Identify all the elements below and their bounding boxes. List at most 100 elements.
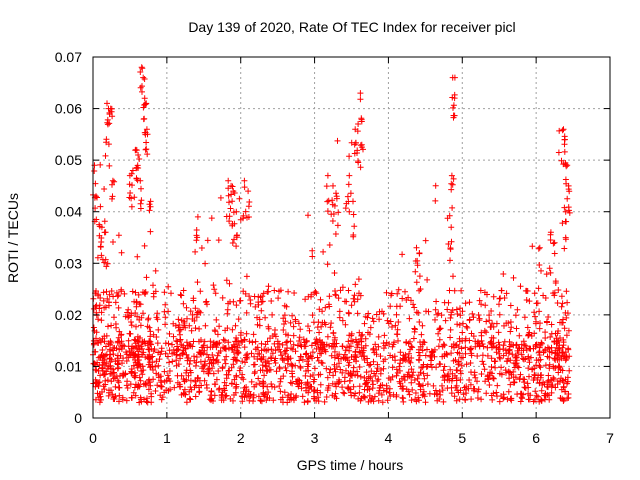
data-point [98, 252, 105, 259]
data-point [96, 232, 103, 239]
data-point [378, 367, 384, 373]
data-point [452, 384, 459, 391]
data-point [137, 377, 144, 384]
data-point [483, 318, 490, 325]
data-point [153, 314, 160, 321]
x-tick-label: 3 [311, 430, 319, 446]
data-point [345, 362, 352, 369]
data-point [547, 237, 554, 243]
data-point [305, 367, 312, 374]
data-point [135, 152, 142, 158]
data-point [383, 382, 390, 389]
data-point [100, 289, 107, 296]
data-point [302, 350, 309, 357]
data-point [488, 355, 495, 362]
data-point [546, 392, 552, 399]
data-point [138, 197, 145, 204]
data-point [508, 397, 515, 404]
data-point [290, 323, 297, 330]
data-point [198, 344, 205, 351]
data-point [298, 385, 305, 392]
data-point [347, 343, 354, 350]
data-point [232, 338, 239, 345]
data-point [176, 327, 183, 334]
data-point [257, 397, 264, 404]
data-point [261, 393, 268, 400]
data-point [112, 358, 119, 365]
data-point [258, 356, 265, 363]
data-point [432, 316, 438, 323]
data-point [462, 396, 468, 403]
data-point [250, 394, 257, 401]
data-point [209, 352, 216, 358]
data-point [455, 360, 462, 366]
data-point [524, 380, 531, 387]
data-point [281, 357, 288, 364]
data-point [232, 389, 239, 396]
data-point [112, 383, 119, 390]
data-point [410, 301, 417, 308]
data-point [192, 248, 199, 255]
data-point [327, 324, 334, 331]
data-point [445, 241, 452, 247]
data-point [194, 375, 201, 382]
data-point [192, 362, 199, 369]
data-point [182, 345, 189, 352]
data-point [500, 271, 507, 277]
data-point [123, 358, 130, 364]
data-point [535, 341, 542, 348]
data-point [520, 338, 527, 345]
data-point [552, 350, 559, 357]
data-point [448, 309, 455, 316]
data-point [133, 323, 139, 330]
data-point [556, 127, 563, 134]
data-point [462, 344, 469, 351]
data-point [399, 394, 406, 401]
data-point [135, 383, 142, 390]
data-point [158, 383, 165, 390]
data-point [517, 283, 524, 290]
data-point [214, 352, 221, 359]
data-point [271, 287, 278, 294]
data-point [342, 347, 349, 354]
data-point [334, 137, 341, 144]
data-point [365, 329, 371, 336]
data-point [237, 365, 244, 371]
data-point [498, 393, 504, 399]
data-point [123, 382, 130, 389]
data-point [425, 308, 432, 315]
data-point [339, 369, 346, 376]
data-point [229, 183, 236, 190]
data-point [220, 397, 227, 404]
data-point [134, 162, 141, 169]
data-point [537, 364, 544, 371]
data-point [140, 116, 147, 123]
data-point [247, 300, 254, 307]
data-point [178, 292, 185, 299]
data-point [377, 353, 384, 360]
data-point [315, 357, 322, 364]
data-point [566, 188, 573, 195]
data-point [552, 357, 559, 363]
data-point [316, 329, 323, 336]
data-point [141, 95, 148, 102]
data-point [420, 370, 427, 377]
data-point [214, 340, 221, 347]
data-point [119, 360, 125, 367]
data-point [229, 198, 236, 205]
data-point [107, 362, 114, 369]
data-point [412, 268, 419, 275]
data-point [280, 315, 287, 322]
data-point [531, 365, 538, 372]
y-axis-label: ROTI / TECUs [5, 193, 21, 283]
data-point [420, 338, 427, 345]
data-point [155, 326, 162, 333]
data-point [411, 325, 418, 332]
data-point [324, 261, 331, 268]
data-point [300, 336, 307, 343]
data-point [127, 330, 134, 337]
data-point [233, 383, 240, 390]
data-point [280, 373, 287, 380]
data-point [451, 95, 458, 102]
data-point [268, 298, 275, 304]
